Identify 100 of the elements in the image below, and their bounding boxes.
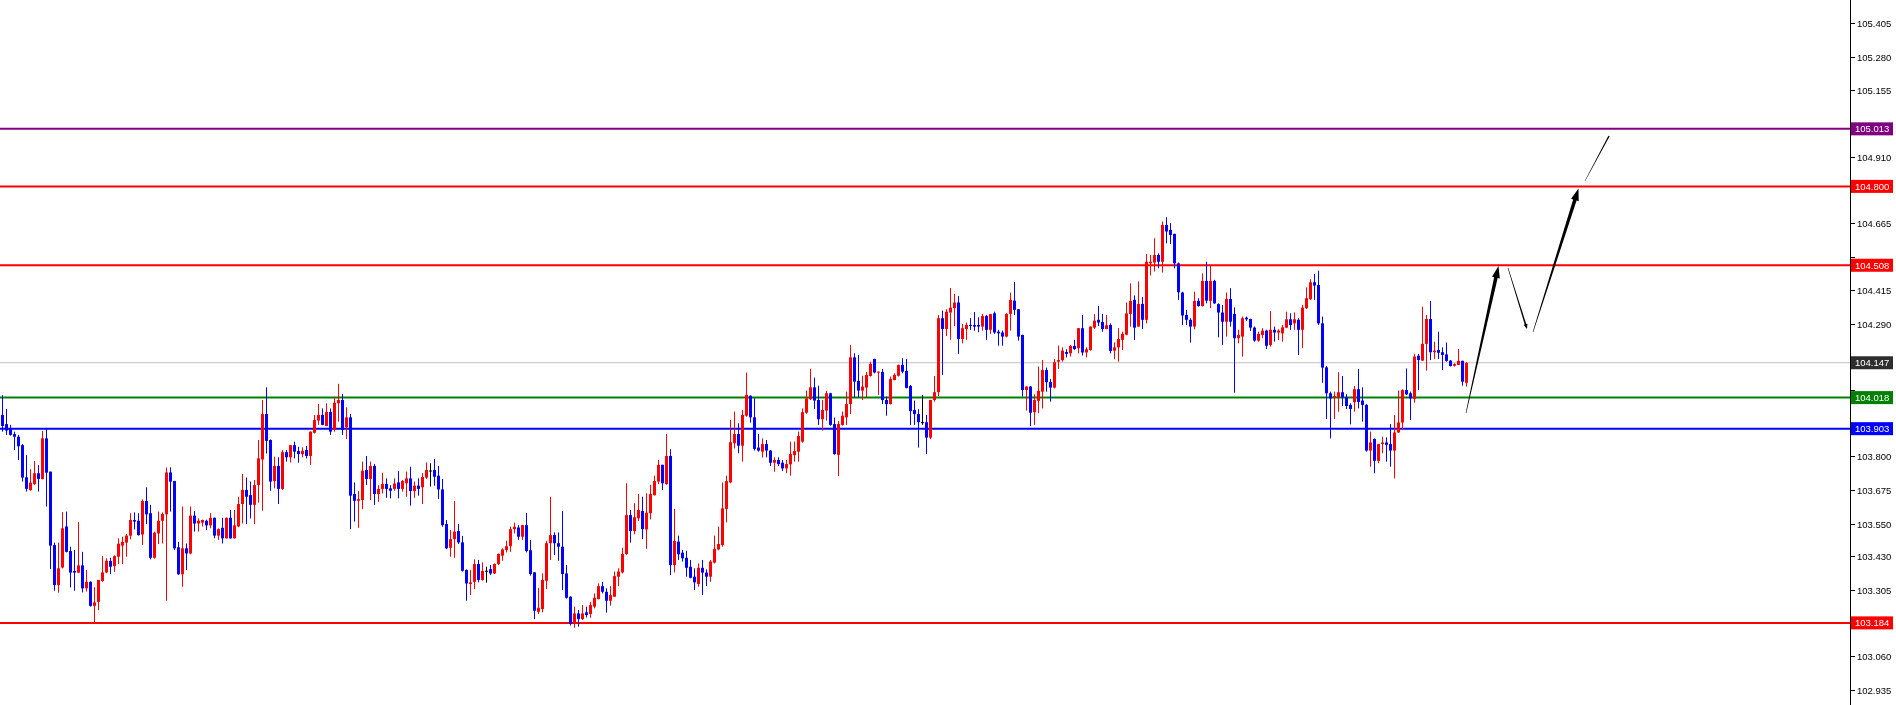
candlestick	[229, 509, 232, 540]
y-tick-label: 104.290	[1857, 318, 1892, 330]
candlestick	[1009, 292, 1012, 332]
candlestick	[1041, 359, 1044, 409]
candlestick	[973, 311, 976, 332]
candlestick	[921, 394, 924, 426]
candlestick	[1217, 302, 1220, 338]
candlestick	[421, 472, 424, 505]
candlestick	[557, 531, 560, 562]
candlestick	[1297, 317, 1300, 356]
candlestick	[553, 531, 556, 556]
candlestick	[273, 456, 276, 489]
candlestick	[221, 517, 224, 544]
candlestick	[509, 526, 512, 553]
candlestick	[825, 390, 828, 422]
candlestick	[85, 569, 88, 593]
candlestick	[1097, 305, 1100, 327]
candlestick	[697, 562, 700, 588]
candlestick	[1265, 329, 1268, 350]
candlestick	[1361, 386, 1364, 423]
candlestick	[1417, 353, 1420, 391]
candlestick	[1205, 261, 1208, 304]
ref-line-label: 104.800	[1855, 180, 1890, 192]
candlestick	[1305, 286, 1308, 310]
y-tick-label: 103.550	[1857, 518, 1892, 530]
candlestick	[549, 496, 552, 561]
candlestick	[185, 542, 188, 571]
candlestick	[969, 317, 972, 331]
candlestick	[469, 569, 472, 596]
candlestick	[433, 458, 436, 487]
candlestick	[1189, 317, 1192, 344]
candlestick	[365, 455, 368, 486]
y-tick-label: 103.675	[1857, 484, 1892, 496]
ref-line-label: 103.903	[1855, 423, 1890, 434]
candlestick	[1393, 414, 1396, 479]
candlestick	[949, 287, 952, 341]
candlestick	[629, 509, 632, 544]
y-tick-label: 104.665	[1857, 217, 1892, 229]
ref-line-label: 104.508	[1855, 259, 1890, 271]
candlestick	[985, 314, 988, 341]
candlestick	[277, 456, 280, 505]
candlestick	[817, 385, 820, 426]
candlestick	[993, 311, 996, 335]
candlestick	[121, 536, 124, 565]
candlestick	[613, 571, 616, 598]
candlestick	[409, 466, 412, 507]
candlestick	[961, 323, 964, 344]
candlestick	[1373, 437, 1376, 474]
candlestick	[437, 465, 440, 500]
candlestick	[397, 470, 400, 499]
candlestick	[157, 511, 160, 545]
candlestick	[161, 511, 164, 544]
candlestick	[245, 477, 248, 525]
candlestick	[941, 310, 944, 376]
candlestick	[877, 370, 880, 396]
candlestick	[1357, 368, 1360, 409]
candlestick	[81, 551, 84, 593]
candlestick	[457, 523, 460, 545]
candlestick	[677, 535, 680, 561]
candlestick	[633, 502, 636, 535]
candlestick	[137, 512, 140, 537]
candlestick	[1089, 325, 1092, 352]
candlestick	[1049, 378, 1052, 403]
candlestick	[253, 479, 256, 525]
candlestick	[29, 468, 32, 492]
candlestick	[1421, 306, 1424, 362]
candlestick	[641, 496, 644, 540]
candlestick	[33, 460, 36, 486]
candlestick	[1241, 316, 1244, 358]
candlestick	[1181, 291, 1184, 326]
ref-line-label: 104.018	[1855, 391, 1890, 403]
candlestick	[1341, 375, 1344, 407]
candlestick	[701, 559, 704, 596]
candlestick	[621, 547, 624, 574]
candlestick	[345, 406, 348, 440]
candlestick	[1221, 304, 1224, 346]
candlestick	[661, 464, 664, 491]
candlestick	[749, 394, 752, 424]
ref-line-label: 104.147	[1855, 357, 1890, 369]
candlestick	[77, 521, 80, 574]
candlestick	[1353, 385, 1356, 413]
candlestick	[13, 431, 16, 451]
y-tick-label: 105.280	[1857, 51, 1892, 63]
candlestick	[1117, 327, 1120, 363]
candlestick	[945, 308, 948, 337]
candlestick	[649, 484, 652, 520]
candlestick	[1225, 292, 1228, 338]
candlestick	[473, 558, 476, 590]
candlestick	[1033, 393, 1036, 426]
candlestick	[477, 559, 480, 583]
candlestick	[1037, 366, 1040, 414]
candlestick	[1409, 391, 1412, 421]
candlestick	[1269, 310, 1272, 348]
candlestick	[369, 461, 372, 501]
candlestick	[249, 481, 252, 519]
candlestick	[885, 396, 888, 417]
candlestick	[1337, 371, 1340, 413]
candlestick	[1385, 436, 1388, 463]
y-tick-label: 103.800	[1857, 450, 1892, 462]
y-tick-label: 103.430	[1857, 550, 1892, 562]
